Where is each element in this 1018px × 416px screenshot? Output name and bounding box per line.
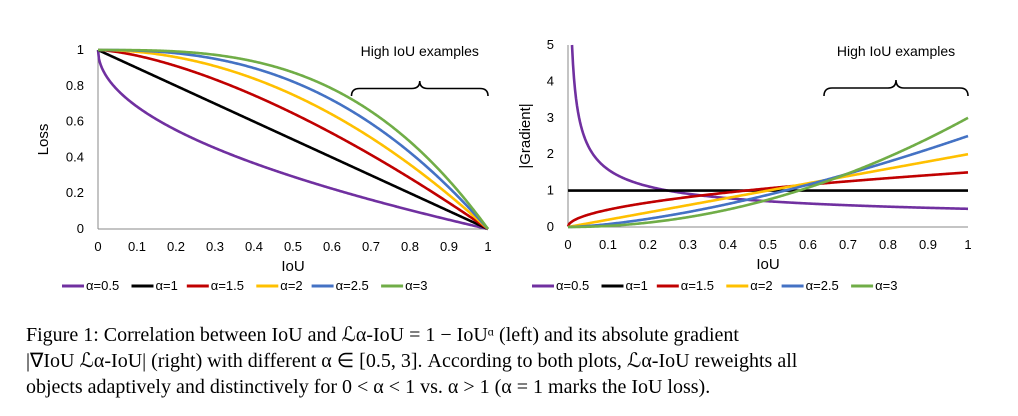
- caption-line-1: Figure 1: Correlation between IoU and ℒα…: [26, 324, 739, 346]
- gradient-x-tick-label: 0.4: [719, 237, 737, 252]
- caption-line-3: objects adaptively and distinctively for…: [26, 376, 711, 398]
- loss-series-line-alpha-3: [97, 48, 490, 230]
- gradient-x-tick-label: 0.6: [799, 237, 817, 252]
- gradient-legend-label: α=0.5: [556, 278, 589, 293]
- loss-y-tick-label: 1: [77, 42, 84, 57]
- gradient-x-tick-label: 0.7: [839, 237, 857, 252]
- loss-y-tick-label: 0.2: [66, 185, 84, 200]
- loss-high-iou-brace: [350, 80, 489, 97]
- gradient-x-tick-label: 0.9: [919, 237, 937, 252]
- gradient-legend-label: α=1: [626, 278, 648, 293]
- gradient-series-line-alpha-2-5: [567, 134, 969, 229]
- loss-x-tick-label: 1: [484, 239, 491, 254]
- gradient-x-tick-label: 0.1: [599, 237, 617, 252]
- figure-caption: Figure 1: Correlation between IoU and ℒα…: [26, 322, 992, 400]
- gradient-legend-label: α=2: [750, 278, 772, 293]
- gradient-series-line-alpha-0-5: [570, 44, 969, 211]
- gradient-y-tick-label: 2: [547, 146, 554, 161]
- gradient-annotation-label: High IoU examples: [837, 43, 955, 59]
- loss-x-tick-label: 0.1: [128, 239, 146, 254]
- loss-y-axis-title: Loss: [35, 124, 52, 156]
- loss-y-tick-label: 0.4: [66, 149, 84, 164]
- gradient-x-tick-label: 1: [964, 237, 971, 252]
- gradient-y-tick-label: 5: [547, 37, 554, 52]
- loss-y-tick-label: 0: [77, 221, 84, 236]
- loss-legend-label: α=0.5: [86, 278, 119, 293]
- gradient-x-axis-title: IoU: [756, 256, 779, 273]
- gradient-y-axis-title: |Gradient|: [517, 103, 534, 168]
- gradient-y-tick-label: 1: [547, 183, 554, 198]
- loss-series-line-alpha-1: [97, 48, 489, 231]
- gradient-x-tick-label: 0.3: [679, 237, 697, 252]
- gradient-x-tick-label: 0.2: [639, 237, 657, 252]
- loss-x-tick-label: 0.6: [323, 239, 341, 254]
- gradient-legend-label: α=2.5: [806, 278, 839, 293]
- gradient-legend-label: α=3: [875, 278, 897, 293]
- loss-x-tick-label: 0.4: [245, 239, 263, 254]
- loss-legend-label: α=1: [156, 278, 178, 293]
- loss-series-line-alpha-2: [97, 48, 489, 230]
- gradient-series-line-alpha-3: [567, 116, 969, 229]
- gradient-x-tick-label: 0.5: [759, 237, 777, 252]
- gradient-x-tick-label: 0: [564, 237, 571, 252]
- loss-x-tick-label: 0.7: [362, 239, 380, 254]
- gradient-y-tick-label: 3: [547, 110, 554, 125]
- loss-x-tick-label: 0.9: [440, 239, 458, 254]
- gradient-x-tick-label: 0.8: [879, 237, 897, 252]
- loss-legend-label: α=2: [280, 278, 302, 293]
- gradient-y-tick-label: 4: [547, 73, 554, 88]
- loss-y-tick-label: 0.8: [66, 78, 84, 93]
- loss-series-line-alpha-1-5: [97, 48, 489, 231]
- loss-x-tick-label: 0.2: [167, 239, 185, 254]
- loss-x-tick-label: 0: [94, 239, 101, 254]
- loss-legend-label: α=3: [405, 278, 427, 293]
- gradient-y-tick-label: 0: [547, 219, 554, 234]
- gradient-series-line-alpha-1-5: [566, 171, 969, 227]
- loss-legend-label: α=1.5: [211, 278, 244, 293]
- loss-x-tick-label: 0.8: [401, 239, 419, 254]
- loss-y-tick-label: 0.6: [66, 114, 84, 129]
- loss-annotation-label: High IoU examples: [361, 43, 479, 59]
- loss-x-axis-title: IoU: [281, 258, 304, 275]
- loss-x-tick-label: 0.5: [284, 239, 302, 254]
- loss-legend-label: α=2.5: [336, 278, 369, 293]
- gradient-high-iou-brace: [823, 79, 969, 97]
- gradient-legend-label: α=1.5: [681, 278, 714, 293]
- loss-series-line-alpha-0-5: [96, 49, 489, 231]
- gradient-series-line-alpha-2: [567, 152, 969, 229]
- loss-x-tick-label: 0.3: [206, 239, 224, 254]
- caption-line-2: |∇IoU ℒα-IoU| (right) with different α ∈…: [26, 350, 798, 372]
